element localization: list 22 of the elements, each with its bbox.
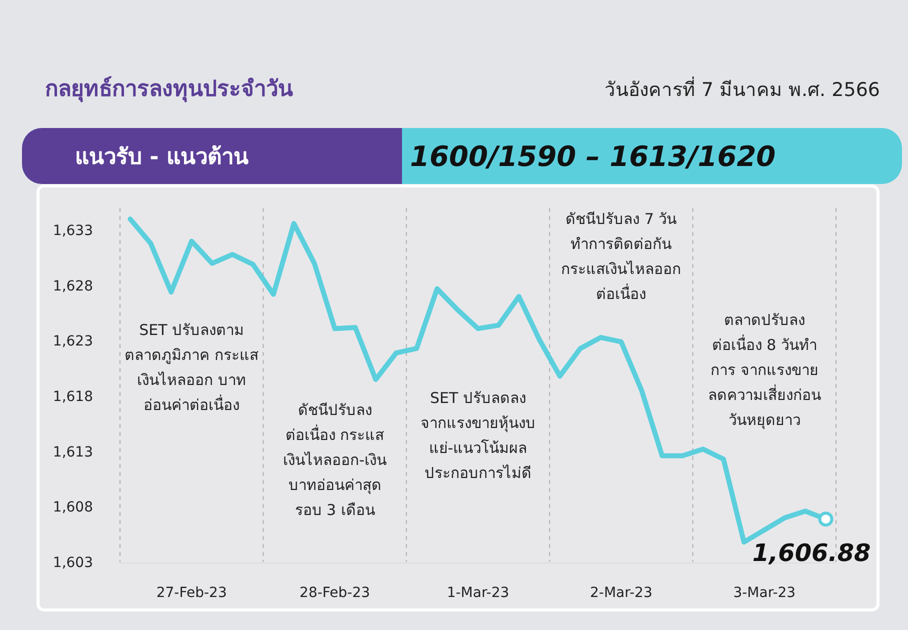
annotation: SET ปรับลงตาม ตลาดภูมิภาค กระแส เงินไหลออก บาท อ่อนค่าต่อเนื่อง [124,321,258,414]
y-tick-label: 1,608 [52,500,93,516]
annotation: 1,606.88 [752,539,871,568]
y-tick-label: 1,628 [52,278,93,294]
x-tick-label: 27-Feb-23 [156,585,227,601]
annotation: ตลาดปรับลง ต่อเนื่อง 8 วันทำ การ จากแรงขาย ลดความเสี่ยงก่อน วันหยุดยาว [708,311,821,430]
x-tick-label: 28-Feb-23 [300,585,370,601]
chart-subtitle: วันอังคารที่ 7 มีนาคม พ.ศ. 2566 [604,76,880,101]
x-tick-label: 3-Mar-23 [733,585,796,601]
y-tick-label: 1,613 [52,444,93,460]
x-tick-label: 1-Mar-23 [446,585,510,601]
annotation: ดัชนีปรับลง ต่อเนื่อง กระแส เงินไหลออก-เงิน บาทอ่อนค่าสุด รอบ 3 เดือน [283,401,387,519]
text: 1600/1590 – 1613/1620 [410,140,776,173]
text: แนวรับ - แนวต้าน [75,145,248,170]
chart-title: กลยุทธ์การลงทุนประจำวัน [45,76,293,103]
x-tick-label: 2-Mar-23 [590,585,652,601]
y-tick-label: 1,618 [52,388,93,405]
annotation: ดัชนีปรับลง 7 วัน ทำการติดต่อกัน กระแสเงินไหลออก ต่อเนื่อง [561,210,682,303]
y-tick-label: 1,603 [52,554,93,571]
y-tick-label: 1,623 [52,334,93,350]
annotation: SET ปรับลดลง จากแรงขายหุ้นงบ แย่-แนวโน้มผล ประกอบการไม่ดี [420,389,536,482]
y-tick-label: 1,633 [52,223,93,240]
